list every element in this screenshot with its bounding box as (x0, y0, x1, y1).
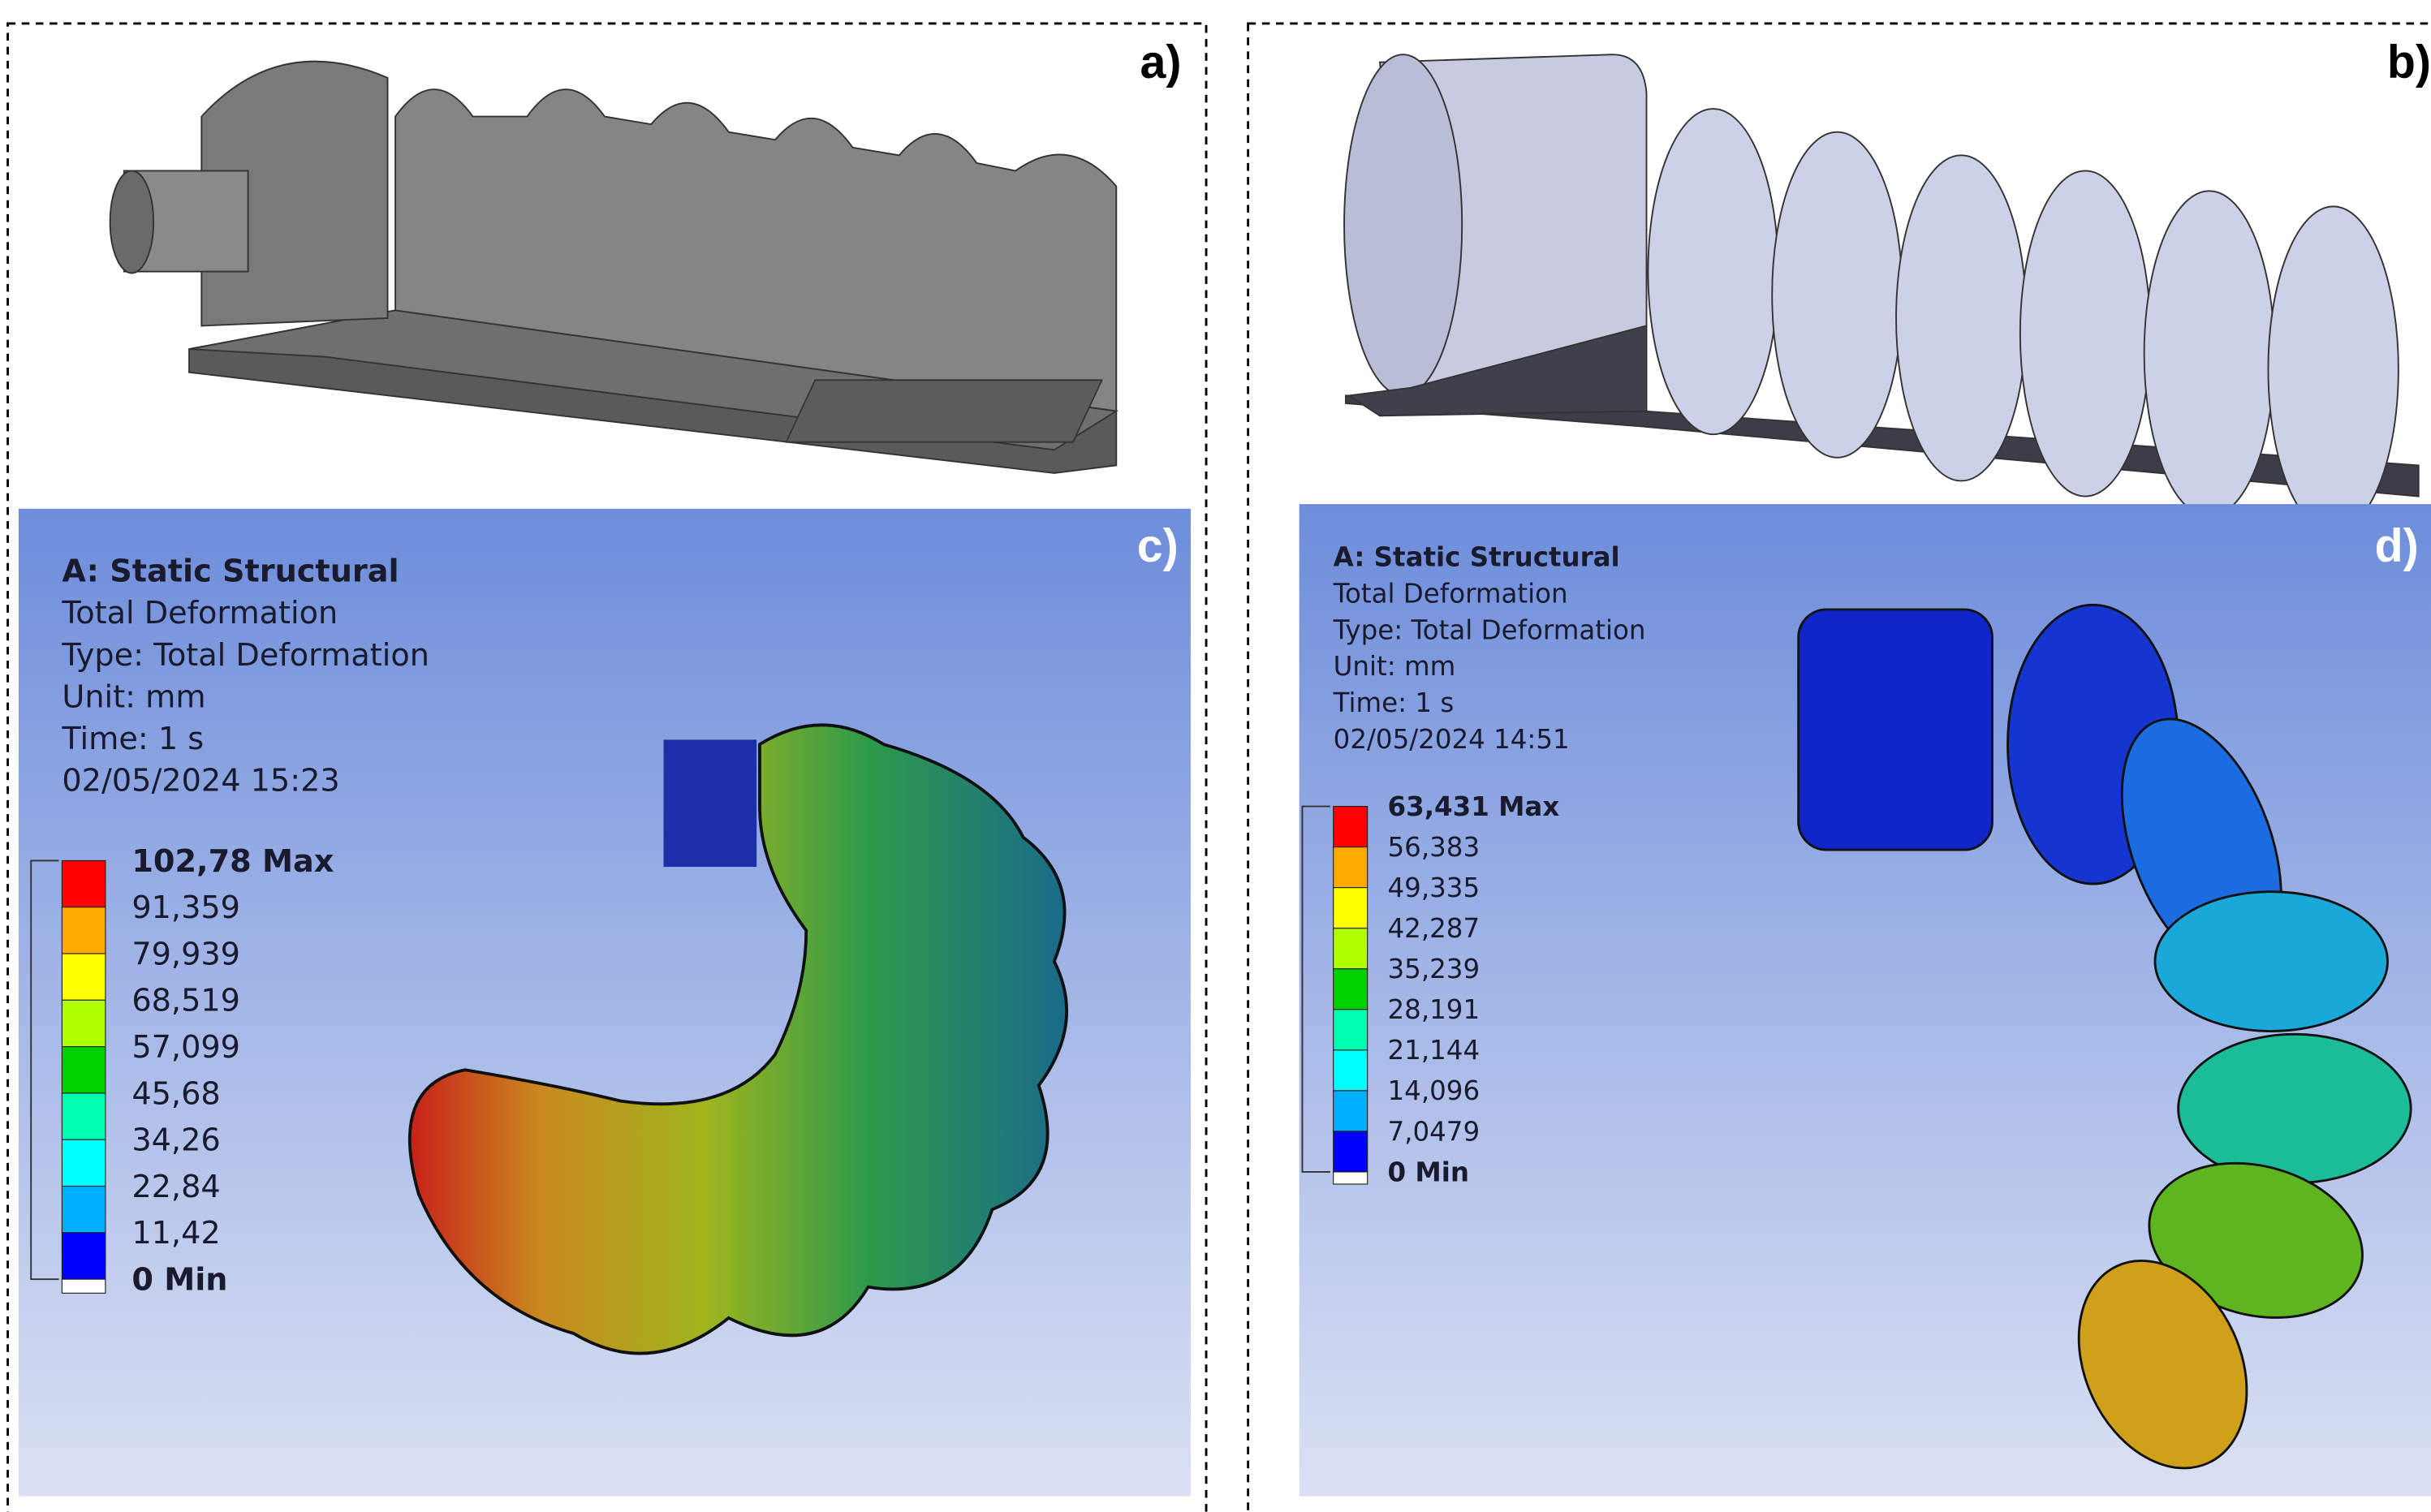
legend-label: 68,519 (131, 984, 240, 1019)
cad-model-a (110, 62, 1117, 473)
info-line: Time: 1 s (1333, 687, 1455, 718)
legend-swatch (62, 1000, 105, 1046)
info-line: Unit: mm (62, 679, 205, 715)
legend-label: 45,68 (131, 1076, 220, 1112)
legend-label: 34,26 (131, 1123, 220, 1159)
legend-label: 42,287 (1388, 913, 1481, 944)
legend-swatch (1334, 847, 1368, 888)
legend-swatch (1334, 1131, 1368, 1172)
info-line: Unit: mm (1334, 651, 1456, 682)
panel-label: c) (1137, 520, 1179, 572)
legend-swatch (1334, 807, 1368, 847)
legend-label: 56,383 (1388, 832, 1481, 863)
legend-label: 21,144 (1388, 1035, 1481, 1066)
info-line: 02/05/2024 14:51 (1334, 724, 1570, 755)
legend-swatch (1334, 928, 1368, 969)
legend-label: 7,0479 (1388, 1116, 1481, 1147)
legend-label: 63,431 Max (1388, 791, 1560, 822)
legend-label: 11,42 (131, 1216, 220, 1251)
panel-label: a) (1140, 37, 1182, 88)
legend-swatch (62, 860, 105, 907)
legend-swatch (62, 1047, 105, 1093)
legend-label: 28,191 (1388, 994, 1481, 1025)
figure: a) b) c) d) A: Static Structural Total Deform… (0, 0, 2431, 1512)
panel-label: d) (2375, 520, 2419, 572)
legend-swatch (1334, 1091, 1368, 1131)
legend-swatch (62, 1139, 105, 1186)
info-line: Type: Total Deformation (61, 638, 429, 674)
legend-swatch (62, 954, 105, 1000)
legend-label: 49,335 (1388, 872, 1481, 903)
panel-label: b) (2387, 37, 2431, 88)
info-line: A: Static Structural (1334, 542, 1620, 573)
legend-label: 0 Min (1388, 1157, 1469, 1187)
legend-swatch (1334, 969, 1368, 1010)
info-line: Time: 1 s (61, 722, 204, 757)
cad-model-b (1344, 54, 2419, 532)
page: {"panels": [ {"label": "a)"}, {"label": … (0, 0, 2431, 1512)
info-line: Type: Total Deformation (1333, 614, 1646, 645)
legend-label: 0 Min (131, 1263, 227, 1299)
legend-swatch (1334, 1010, 1368, 1050)
info-line: Total Deformation (61, 596, 338, 631)
legend-label: 35,239 (1388, 954, 1481, 984)
legend-label: 22,84 (131, 1170, 220, 1205)
legend-swatch (62, 1233, 105, 1279)
legend-label: 79,939 (131, 937, 240, 972)
legend-swatch (62, 907, 105, 954)
legend-label: 91,359 (131, 890, 240, 926)
legend-swatch (62, 1187, 105, 1233)
info-line: 02/05/2024 15:23 (62, 763, 339, 799)
legend-swatch (1334, 1050, 1368, 1091)
legend-label: 14,096 (1388, 1075, 1481, 1106)
legend-swatch (62, 1279, 105, 1293)
legend-swatch (62, 1093, 105, 1139)
legend-label: 57,099 (131, 1030, 240, 1066)
legend-swatch (1334, 888, 1368, 928)
info-line: A: Static Structural (62, 554, 399, 590)
info-line: Total Deformation (1333, 578, 1568, 609)
legend-swatch (1334, 1172, 1368, 1184)
legend-label: 102,78 Max (131, 844, 334, 880)
